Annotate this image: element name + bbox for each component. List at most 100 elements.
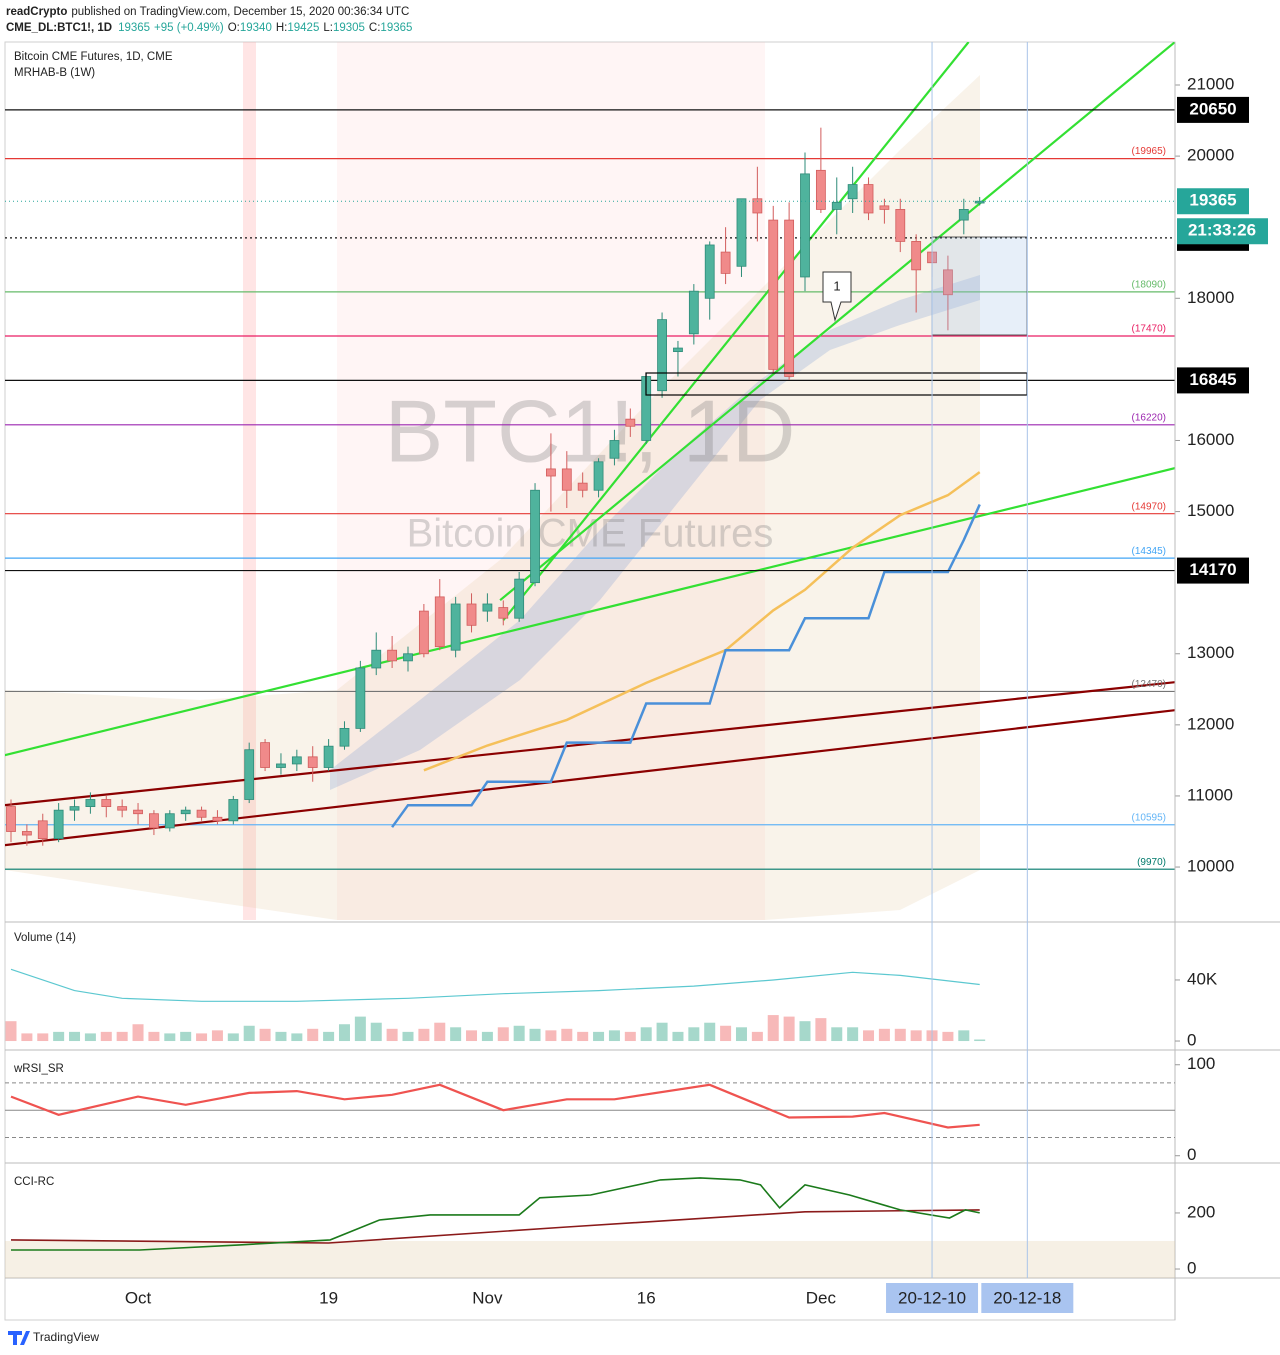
volume-ma — [10, 968, 980, 1002]
candle-body — [323, 745, 334, 768]
indicator-legend: MRHAB-B (1W) — [14, 67, 95, 79]
volume-bar — [767, 1015, 779, 1042]
volume-bar — [211, 1030, 223, 1042]
key-level-label: 20650 — [1189, 99, 1236, 118]
ohlc-value: 19340 — [240, 22, 272, 34]
volume-bar — [323, 1031, 335, 1042]
volume-bar — [831, 1027, 843, 1042]
candle-body — [800, 173, 810, 278]
y-tick-label: 0 — [1187, 1145, 1196, 1164]
indicator-line — [423, 471, 981, 772]
y-tick-label: 15000 — [1187, 501, 1234, 520]
candle-body — [720, 251, 731, 274]
y-tick-label: 40K — [1187, 969, 1218, 988]
indicator-line — [391, 503, 981, 828]
zone-box — [931, 236, 1028, 336]
y-tick-label: 12000 — [1187, 714, 1234, 733]
ohlc-label: L: — [323, 22, 333, 34]
header-price: 19365 — [118, 22, 150, 34]
candle-body — [498, 607, 509, 619]
volume-bar — [608, 1030, 620, 1042]
x-label-box — [886, 1283, 979, 1313]
cci-line — [11, 1177, 980, 1251]
volume-bar — [593, 1031, 605, 1042]
key-level-box — [1177, 557, 1249, 584]
y-tick-label: 21000 — [1187, 74, 1234, 93]
candle-body — [212, 816, 223, 822]
last-price-label: 19365 — [1189, 191, 1236, 210]
candle-body — [514, 578, 525, 619]
brand: TradingView — [33, 1330, 99, 1344]
y-tick-label: 10000 — [1187, 857, 1234, 876]
y-tick-label: 0 — [1187, 1031, 1196, 1050]
y-tick-label: 100 — [1187, 1054, 1215, 1073]
y-tick-label: 0 — [1187, 1259, 1196, 1278]
ohlc-value: 19425 — [287, 22, 319, 34]
candle-body — [403, 653, 413, 662]
candle-body — [6, 806, 16, 832]
candle-body — [847, 184, 858, 200]
candle-body — [85, 799, 96, 808]
cloud — [5, 75, 980, 920]
volume-bar — [656, 1022, 668, 1042]
volume-bar — [497, 1027, 509, 1042]
rsi-line — [10, 1083, 980, 1129]
published: published on TradingView.com, December 1… — [71, 6, 409, 18]
candle-body — [149, 813, 159, 829]
trendline — [5, 709, 1175, 847]
level-label: (10595) — [1132, 812, 1166, 823]
logo — [8, 1331, 30, 1345]
watermark-symbol: BTC1!, 1D — [385, 381, 796, 480]
volume-bar — [291, 1033, 303, 1042]
key-level-label: 16845 — [1189, 370, 1236, 389]
callout-text: 1 — [833, 278, 840, 293]
candle-body — [291, 756, 302, 765]
volume-bar — [863, 1030, 875, 1042]
x-tick-label: 20-12-10 — [898, 1288, 966, 1307]
panel-title: CCI-RC — [14, 1176, 54, 1188]
ohlc-label: O: — [228, 22, 240, 34]
ohlc-value: 19305 — [333, 22, 365, 34]
ohlc-label: C: — [369, 22, 381, 34]
candle-body — [625, 418, 636, 427]
candle-body — [943, 269, 953, 296]
volume-bar — [354, 1016, 366, 1042]
candle-body — [387, 649, 398, 662]
volume-bar — [481, 1031, 493, 1042]
volume-bar — [100, 1031, 112, 1042]
symbol: CME_DL:BTC1!, 1D — [6, 22, 112, 34]
y-tick-label: 200 — [1187, 1202, 1215, 1221]
x-label-box — [981, 1283, 1074, 1313]
candle-body — [958, 209, 969, 221]
candle-body — [863, 184, 874, 214]
candle-body — [546, 468, 556, 477]
volume-bar — [910, 1030, 922, 1042]
volume-bar — [84, 1033, 96, 1042]
candle-body — [911, 241, 922, 271]
x-tick-label: 16 — [637, 1288, 656, 1307]
trendline — [5, 467, 1175, 757]
last-price-box — [1177, 188, 1249, 215]
volume-bar — [275, 1031, 287, 1042]
volume-bar — [847, 1027, 859, 1042]
volume-bar — [894, 1028, 906, 1042]
callout — [822, 271, 852, 322]
candle-body — [69, 806, 80, 811]
candle-body — [164, 813, 175, 829]
volume-bar — [132, 1024, 144, 1042]
volume-bar — [116, 1031, 128, 1042]
volume-bar — [545, 1030, 557, 1042]
candle-body — [784, 219, 795, 377]
candle-body — [355, 667, 366, 729]
instrument-legend: Bitcoin CME Futures, 1D, CME — [14, 51, 173, 63]
candle-body — [831, 201, 842, 210]
volume-bar — [450, 1027, 462, 1042]
candle-body — [450, 603, 461, 651]
ohlc-label: H: — [276, 22, 288, 34]
candle-body — [418, 610, 429, 655]
volume-bar — [799, 1021, 811, 1042]
trendline — [499, 42, 1175, 602]
candle-body — [530, 489, 540, 584]
candle-body — [688, 290, 699, 335]
